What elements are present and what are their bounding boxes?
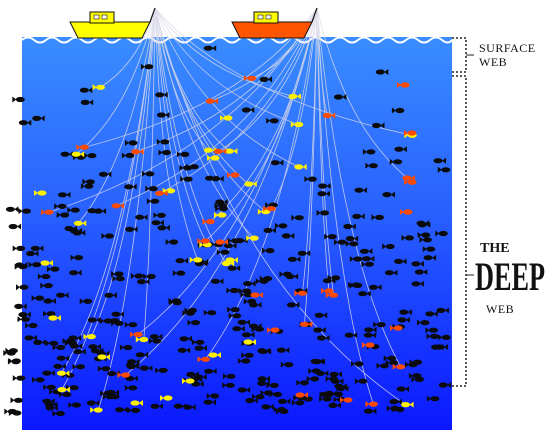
wave-icon [21,36,453,44]
fish-icon [18,208,31,215]
bracket-icon [452,75,467,387]
fishing-boat-icon [231,7,318,39]
deep-web-label-web: WEB [486,302,514,316]
fish-icon [8,223,22,230]
deep-web-label-deep: DEEP [475,254,545,299]
fish-icon [8,358,21,364]
fish-icon [3,350,16,356]
fish-icon [12,96,25,103]
fish-icon [12,245,26,252]
bracket-icon [452,37,467,73]
fishing-boat-icon [69,7,156,39]
deep-web-label-the: THE [480,241,510,256]
surface-web-label-line1: SURFACE [479,41,536,55]
ocean-water [22,37,452,430]
fish-icon [17,316,30,323]
surface-web-label-line2: WEB [479,55,507,69]
fish-icon [5,206,19,213]
fish-icon [10,397,23,404]
fish-icon [16,284,29,291]
fish-icon [12,375,26,382]
